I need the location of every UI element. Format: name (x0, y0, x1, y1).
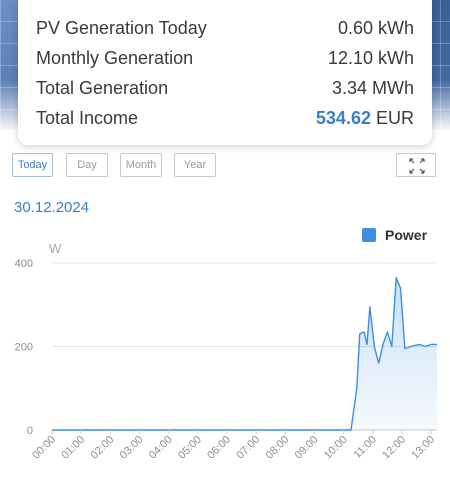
legend-label-power: Power (385, 227, 428, 243)
expand-icon (409, 158, 425, 174)
x-tick-label: 09:00 (293, 434, 321, 462)
x-tick-label: 07:00 (234, 434, 262, 462)
stat-label: Monthly Generation (36, 48, 194, 68)
x-tick-label: 12:00 (380, 434, 408, 462)
stat-label: Total Income (36, 108, 139, 128)
x-tick-label: 00:00 (30, 434, 58, 462)
x-tick-label: 05:00 (176, 434, 204, 462)
power-area (52, 277, 437, 430)
x-tick-label: 02:00 (89, 434, 117, 462)
y-tick-label: 0 (27, 425, 33, 437)
x-tick-label: 11:00 (352, 434, 379, 461)
stats-card: PV Generation Today 0.60 kWh Monthly Gen… (18, 0, 432, 145)
selected-date[interactable]: 30.12.2024 (14, 199, 90, 216)
stat-value: 0.60 kWh (337, 18, 414, 38)
tab-today[interactable]: Today (12, 153, 53, 177)
stat-total-income: Total Income 534.62 EUR (36, 108, 414, 138)
x-tick-label: 10:00 (322, 434, 350, 462)
legend-swatch-power (362, 228, 376, 242)
power-line[interactable] (52, 276, 437, 431)
x-tick-label: 01:00 (59, 434, 87, 462)
x-tick-label: 06:00 (205, 434, 233, 462)
tab-month[interactable]: Month (120, 153, 162, 177)
stat-value: 3.34 MWh (331, 78, 414, 98)
x-tick-label: 03:00 (118, 434, 146, 462)
power-chart: 0 200 400 00:00 01:00 02:00 03:00 04:00 05:00 06:… (15, 258, 438, 462)
stat-monthly: Monthly Generation 12.10 kWh (36, 48, 414, 78)
y-axis-unit: W (49, 241, 62, 256)
y-tick-label: 200 (15, 342, 33, 354)
stat-total-generation: Total Generation 3.34 MWh (36, 78, 414, 108)
y-tick-label: 400 (15, 258, 33, 270)
x-tick-label: 13:00 (409, 434, 437, 462)
x-tick-label: 08:00 (264, 434, 292, 462)
x-tick-label: 04:00 (147, 434, 175, 462)
tab-day[interactable]: Day (66, 153, 108, 177)
stat-value: 12.10 kWh (327, 48, 414, 68)
stat-pv-today: PV Generation Today 0.60 kWh (36, 18, 414, 48)
stat-label: PV Generation Today (36, 18, 207, 38)
tab-year[interactable]: Year (174, 153, 216, 177)
fullscreen-button[interactable] (396, 153, 436, 177)
stat-label: Total Generation (36, 78, 169, 98)
stat-value: 534.62 EUR (315, 108, 414, 128)
